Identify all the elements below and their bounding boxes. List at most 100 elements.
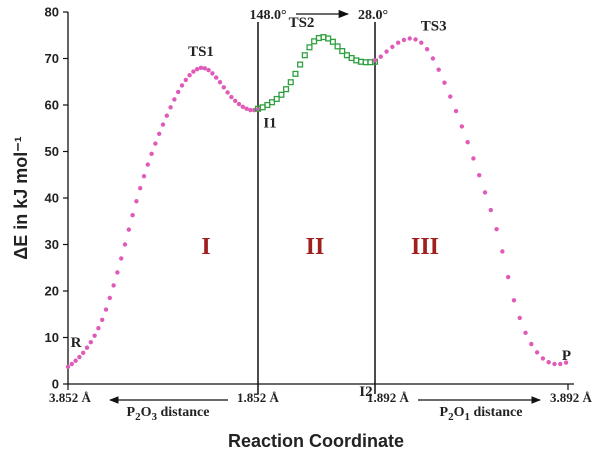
point-II-7 <box>287 79 294 86</box>
point-I-10 <box>103 307 109 312</box>
point-I-46 <box>240 104 245 110</box>
point-I-40 <box>217 80 223 85</box>
x-seg1-right-label: 1.852 Å <box>237 390 280 405</box>
point-I-9 <box>100 317 105 323</box>
y-tick-label-60: 60 <box>45 98 59 113</box>
point-II-9 <box>297 61 304 68</box>
point-I-45 <box>236 101 242 107</box>
point-III-13 <box>448 94 453 99</box>
point-label-TS2: TS2 <box>289 15 315 31</box>
region-label-II: II <box>306 234 325 260</box>
x-seg1-caption: P2O3 distance <box>127 405 210 423</box>
y-tick-label-70: 70 <box>45 51 59 66</box>
point-I-19 <box>138 186 143 191</box>
point-II-5 <box>278 91 285 98</box>
point-II-18 <box>339 48 346 55</box>
point-I-23 <box>153 141 158 146</box>
point-label-R: R <box>71 335 82 351</box>
point-label-TS3: TS3 <box>421 19 447 35</box>
point-III-26 <box>523 330 528 336</box>
point-I-41 <box>221 85 226 90</box>
x-seg1-left-label: 3.852 Å <box>49 390 92 405</box>
point-III-30 <box>546 359 551 365</box>
point-I-15 <box>122 242 128 247</box>
point-III-11 <box>436 67 441 72</box>
point-I-34 <box>195 66 200 72</box>
point-I-6 <box>88 339 94 345</box>
y-tick-label-0: 0 <box>52 377 59 392</box>
point-III-19 <box>482 190 488 195</box>
point-III-12 <box>442 80 447 85</box>
point-I-25 <box>160 122 166 127</box>
y-tick-label-20: 20 <box>45 284 59 299</box>
axes <box>63 9 574 404</box>
point-I-32 <box>187 73 192 78</box>
point-I-20 <box>141 173 147 179</box>
point-III-15 <box>459 124 465 129</box>
point-III-23 <box>505 274 511 280</box>
point-label-TS1: TS1 <box>188 44 214 60</box>
point-III-10 <box>430 56 436 61</box>
point-I-1 <box>69 361 75 367</box>
chart-labels: 0 10 20 30 40 50 60 70 80 ΔE in kJ mol⁻¹ Reaction … <box>11 5 593 452</box>
point-III-3 <box>390 44 395 50</box>
point-I-36 <box>202 66 207 71</box>
x-seg2-caption: P2O1 distance <box>440 405 523 423</box>
point-I-43 <box>229 94 234 100</box>
point-III-33 <box>563 360 569 365</box>
point-I-37 <box>206 67 211 73</box>
angle-end-label: 28.0° <box>358 8 388 23</box>
point-II-12 <box>311 38 318 45</box>
y-tick-label-10: 10 <box>45 330 59 345</box>
x-seg2-left-label: 1.892 Å <box>367 390 410 405</box>
y-tick-label-40: 40 <box>45 191 59 206</box>
point-III-9 <box>424 47 430 52</box>
point-III-21 <box>494 226 499 232</box>
point-II-17 <box>334 43 341 50</box>
x-seg2-right-label: 3.892 Å <box>550 390 593 405</box>
region-label-III: III <box>411 234 439 260</box>
point-III-5 <box>401 37 407 43</box>
point-I-31 <box>183 77 188 83</box>
point-I-21 <box>145 162 150 167</box>
point-label-I2: I2 <box>359 384 372 400</box>
point-I-17 <box>130 213 135 218</box>
point-I-44 <box>233 98 238 104</box>
point-I-18 <box>134 199 139 204</box>
point-I-35 <box>198 65 204 71</box>
point-III-20 <box>488 207 493 213</box>
point-III-27 <box>529 341 534 347</box>
point-II-4 <box>273 95 280 103</box>
point-II-10 <box>301 52 308 59</box>
point-I-30 <box>179 83 185 88</box>
point-I-22 <box>149 151 154 157</box>
point-I-12 <box>111 283 116 288</box>
x-axis-label: Reaction Coordinate <box>228 431 404 451</box>
point-III-1 <box>378 54 383 59</box>
point-I-8 <box>96 326 101 331</box>
point-II-8 <box>292 70 299 77</box>
y-tick-label-50: 50 <box>45 144 59 159</box>
point-I-29 <box>176 89 181 95</box>
point-I-27 <box>168 105 173 110</box>
point-III-29 <box>540 356 546 361</box>
point-I-28 <box>172 97 177 102</box>
point-I-48 <box>248 107 253 113</box>
point-III-31 <box>552 361 557 367</box>
point-III-16 <box>465 140 470 145</box>
point-III-0 <box>372 58 378 63</box>
region-label-I: I <box>201 234 210 260</box>
point-I-0 <box>65 364 71 369</box>
point-III-6 <box>407 36 412 41</box>
point-III-18 <box>477 173 482 178</box>
point-III-28 <box>534 350 540 355</box>
point-II-16 <box>329 38 336 45</box>
y-tick-label-30: 30 <box>45 237 59 252</box>
point-II-3 <box>268 99 276 106</box>
angle-start-label: 148.0° <box>249 8 286 23</box>
point-I-11 <box>107 295 113 301</box>
point-I-16 <box>126 227 131 232</box>
point-III-25 <box>517 315 522 321</box>
y-tick-label-80: 80 <box>45 5 59 20</box>
